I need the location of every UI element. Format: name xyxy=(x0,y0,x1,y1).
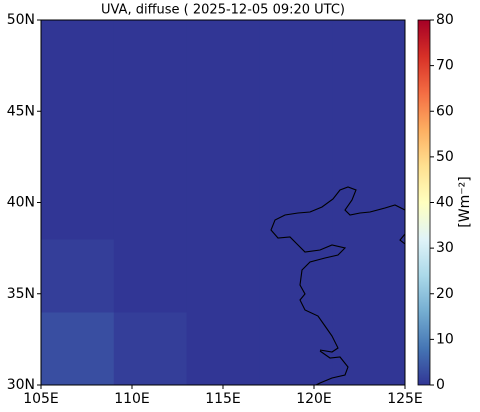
colorbar-tick-label: 70 xyxy=(436,58,454,74)
colorbar-label: [Wm⁻²] xyxy=(457,176,473,227)
field-cell xyxy=(186,312,260,386)
field-cell xyxy=(186,93,260,167)
field-cell xyxy=(113,312,188,386)
field-cell xyxy=(259,93,333,167)
colorbar-tick-label: 10 xyxy=(436,331,454,347)
field-cell xyxy=(113,93,188,167)
field-cell xyxy=(332,166,406,240)
field-cell xyxy=(113,166,188,240)
field-cell xyxy=(332,93,406,167)
x-tick-label: 115E xyxy=(205,391,241,407)
field-cell xyxy=(41,312,115,386)
field-cell xyxy=(332,312,406,386)
field-cell xyxy=(332,20,406,94)
x-tick-label: 110E xyxy=(114,391,150,407)
chart-title: UVA, diffuse ( 2025-12-05 09:20 UTC) xyxy=(101,3,345,18)
colorbar-tick-label: 60 xyxy=(436,103,454,119)
y-tick-label: 40N xyxy=(7,195,35,211)
colorbar-tick-label: 0 xyxy=(436,377,445,393)
field-cell xyxy=(113,20,188,94)
colorbar-tick-label: 50 xyxy=(436,149,454,165)
field-cell xyxy=(41,20,115,94)
field xyxy=(41,20,406,386)
field-cell xyxy=(259,312,333,386)
x-tick-label: 120E xyxy=(296,391,332,407)
field-cell xyxy=(41,239,115,313)
field-cell xyxy=(186,166,260,240)
x-tick-label: 105E xyxy=(23,391,59,407)
colorbar-tick-label: 30 xyxy=(436,240,454,256)
y-tick-label: 30N xyxy=(7,377,35,393)
field-cell xyxy=(259,20,333,94)
field-cell xyxy=(186,20,260,94)
field-cell xyxy=(41,93,115,167)
colorbar xyxy=(417,19,431,386)
field-cell xyxy=(332,239,406,313)
y-tick-label: 45N xyxy=(7,103,35,119)
coastline xyxy=(270,186,406,386)
field-cell xyxy=(259,239,333,313)
colorbar-tick-label: 80 xyxy=(436,12,454,28)
colorbar-tick-label: 20 xyxy=(436,286,454,302)
y-tick-label: 50N xyxy=(7,12,35,28)
field-cell xyxy=(186,239,260,313)
field-cell xyxy=(259,166,333,240)
y-tick-label: 35N xyxy=(7,286,35,302)
field-cell xyxy=(113,239,188,313)
colorbar-tick-label: 40 xyxy=(436,195,454,211)
field-cell xyxy=(41,166,115,240)
x-tick-label: 125E xyxy=(387,391,423,407)
